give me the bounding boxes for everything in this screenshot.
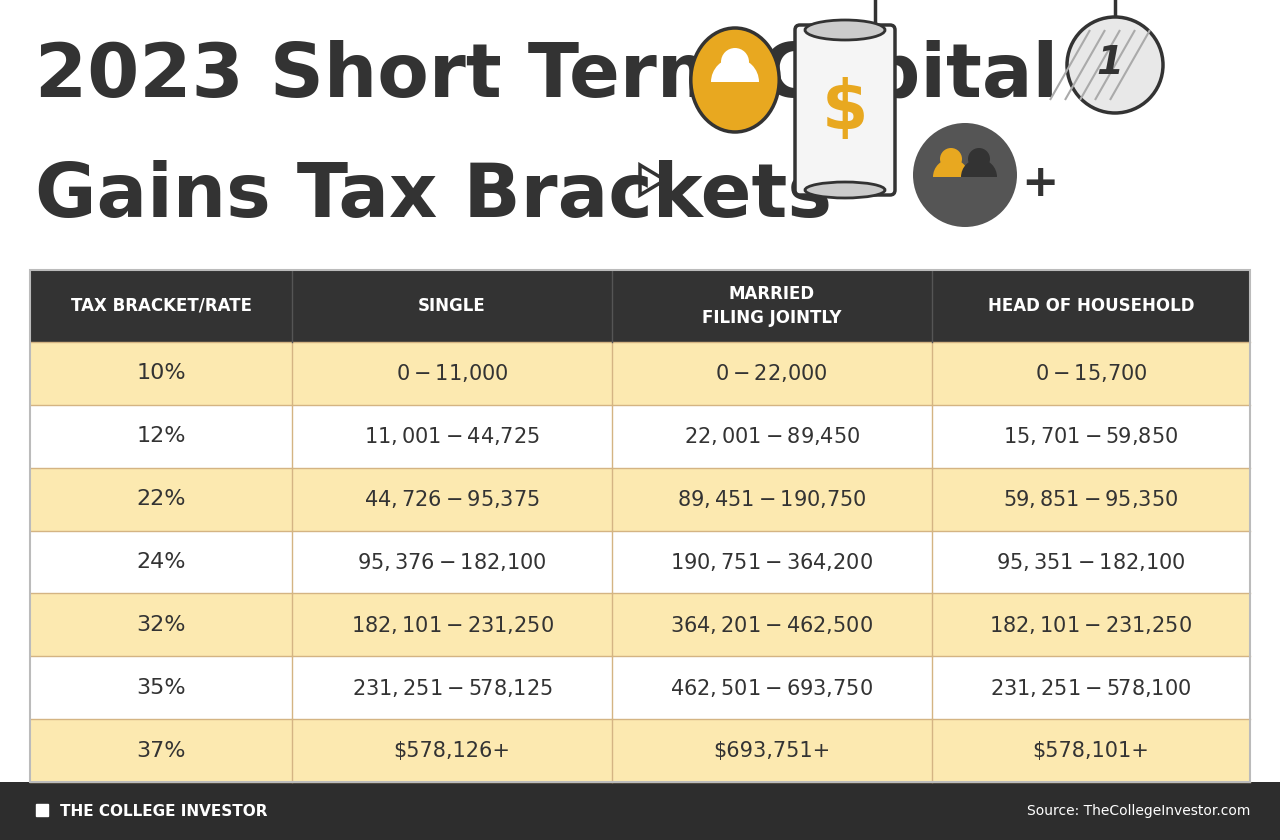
Text: $182,101 - $231,250: $182,101 - $231,250 [351,614,553,636]
Circle shape [940,148,963,170]
Bar [0,782,1280,840]
Text: 1: 1 [1097,44,1124,82]
Bar [29,468,1251,531]
Text: $578,101+: $578,101+ [1033,741,1149,760]
Text: $0 - $22,000: $0 - $22,000 [716,362,828,385]
FancyBboxPatch shape [795,25,895,195]
Text: 37%: 37% [137,741,186,760]
Text: $22,001 - $89,450: $22,001 - $89,450 [684,425,860,447]
Text: $462,501 - $693,750: $462,501 - $693,750 [671,677,873,699]
Bar [29,656,1251,719]
Text: $15,701 - $59,850: $15,701 - $59,850 [1004,425,1179,447]
Circle shape [913,123,1018,227]
Text: THE COLLEGE INVESTOR: THE COLLEGE INVESTOR [60,804,268,818]
Bar [29,405,1251,468]
Text: $44,726 - $95,375: $44,726 - $95,375 [365,488,540,510]
Text: 32%: 32% [137,615,186,635]
Text: 35%: 35% [137,678,186,698]
Text: $231,251 - $578,125: $231,251 - $578,125 [352,677,553,699]
Text: $0 - $15,700: $0 - $15,700 [1034,362,1147,385]
Wedge shape [961,159,997,177]
Circle shape [1068,17,1164,113]
Text: $95,351 - $182,100: $95,351 - $182,100 [996,551,1185,573]
Text: 2023 Short Term Capital: 2023 Short Term Capital [35,40,1059,113]
Circle shape [721,48,749,76]
Ellipse shape [691,28,780,132]
Text: TAX BRACKET/RATE: TAX BRACKET/RATE [70,297,252,315]
Text: 12%: 12% [137,426,186,446]
Text: 10%: 10% [137,364,186,383]
Bar [29,342,1251,405]
Text: $95,376 - $182,100: $95,376 - $182,100 [357,551,547,573]
Text: $231,251 - $578,100: $231,251 - $578,100 [989,677,1192,699]
Wedge shape [710,58,759,82]
Text: $0 - $11,000: $0 - $11,000 [396,362,508,385]
Text: MARRIED
FILING JOINTLY: MARRIED FILING JOINTLY [701,286,841,327]
Text: HEAD OF HOUSEHOLD: HEAD OF HOUSEHOLD [988,297,1194,315]
Circle shape [968,148,989,170]
Text: 24%: 24% [137,552,186,572]
Bar [29,531,1251,593]
Bar [29,593,1251,656]
Text: Gains Tax Brackets: Gains Tax Brackets [35,160,832,233]
Text: +: + [1021,161,1059,204]
Text: Source: TheCollegeInvestor.com: Source: TheCollegeInvestor.com [1027,804,1251,818]
Text: $190,751 - $364,200: $190,751 - $364,200 [671,551,873,573]
Text: $11,001 - $44,725: $11,001 - $44,725 [365,425,540,447]
Wedge shape [933,159,969,177]
Text: 22%: 22% [137,489,186,509]
Ellipse shape [805,20,884,40]
Bar [29,270,1251,342]
Text: $89,451 - $190,750: $89,451 - $190,750 [677,488,867,510]
Bar [29,719,1251,782]
Text: SINGLE: SINGLE [419,297,486,315]
Ellipse shape [805,182,884,198]
Text: $: $ [822,77,868,143]
Bar [29,270,1251,782]
Text: $182,101 - $231,250: $182,101 - $231,250 [989,614,1192,636]
Text: $578,126+: $578,126+ [394,741,511,760]
Text: $59,851 - $95,350: $59,851 - $95,350 [1004,488,1179,510]
Text: $364,201 - $462,500: $364,201 - $462,500 [671,614,873,636]
Text: $693,751+: $693,751+ [713,741,831,760]
